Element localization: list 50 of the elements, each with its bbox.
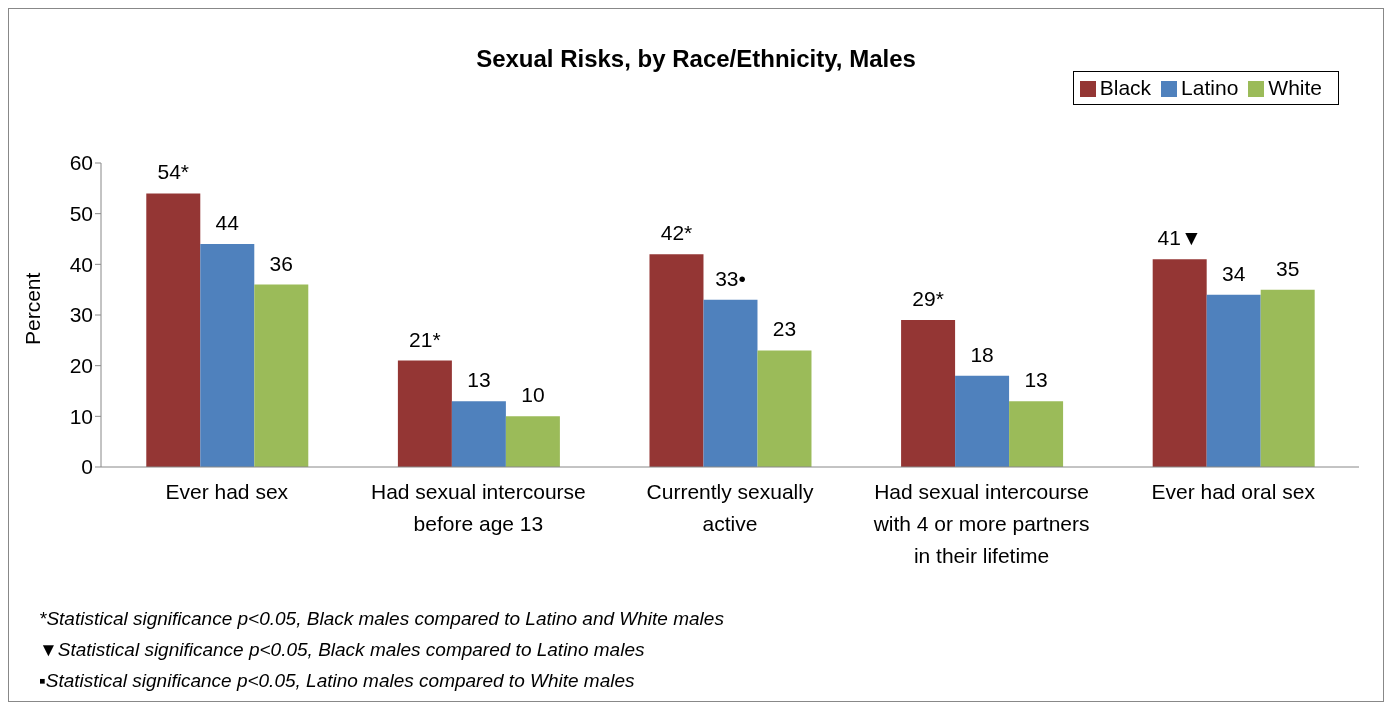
bar	[146, 193, 201, 467]
y-tick-label: 60	[69, 151, 93, 175]
bar	[901, 320, 956, 467]
legend-label: Latino	[1181, 76, 1239, 99]
data-label: 10	[521, 383, 545, 407]
data-label: 34	[1222, 261, 1246, 285]
data-label: 13	[1024, 368, 1048, 392]
bar	[1206, 294, 1261, 467]
y-tick-label: 10	[69, 404, 93, 428]
bar	[955, 375, 1010, 467]
data-label: 33•	[715, 266, 746, 290]
data-label: 29*	[912, 287, 944, 311]
bar	[1009, 401, 1064, 467]
bar	[703, 299, 758, 467]
bar	[757, 350, 812, 467]
data-label: 42*	[660, 221, 693, 245]
bar	[505, 416, 560, 467]
data-label: 54*	[157, 160, 190, 184]
data-label: 35	[1276, 256, 1300, 280]
chart-title: Sexual Risks, by Race/Ethnicity, Males	[475, 45, 917, 73]
text: *Statistical significance p<0.05, Black males compared to Latino and White males	[39, 607, 724, 631]
legend-label: White	[1268, 76, 1322, 99]
y-tick-label: 40	[69, 252, 93, 276]
x-tick-label: Ever had sex	[165, 480, 289, 503]
text: ▪Statistical significance p<0.05, Latino males compared to White males	[39, 669, 636, 693]
bar	[200, 244, 255, 467]
data-label: 44	[215, 211, 240, 235]
data-label: 21*	[409, 327, 441, 351]
y-tick-label: 50	[69, 202, 93, 226]
x-tick-label: Ever had oral sex	[1151, 480, 1316, 503]
y-tick-label: 20	[69, 354, 93, 378]
x-tick-label: Currently sexually active	[646, 480, 814, 535]
data-label: 18	[970, 342, 994, 366]
bar	[397, 360, 452, 467]
text: ▼Statistical significance p<0.05, Black males compared to Latino males	[39, 638, 646, 662]
data-label: 36	[269, 251, 293, 275]
data-label: 13	[467, 368, 491, 392]
legend-label: Black	[1099, 76, 1152, 99]
y-axis-title: Percent	[21, 272, 45, 345]
x-tick-label: Had sexual intercourse with 4 or more partners in their lifetime	[872, 480, 1090, 567]
data-label: 23	[772, 317, 797, 341]
y-tick-label: 30	[69, 303, 93, 327]
bar	[1152, 259, 1207, 467]
bar	[451, 401, 506, 467]
y-tick-label: 0	[81, 455, 93, 479]
bar	[1260, 289, 1315, 467]
bar	[649, 254, 704, 467]
bar	[254, 284, 309, 467]
x-tick-label: Had sexual intercourse before age 13	[371, 480, 586, 535]
data-label: 41▼	[1157, 226, 1202, 250]
